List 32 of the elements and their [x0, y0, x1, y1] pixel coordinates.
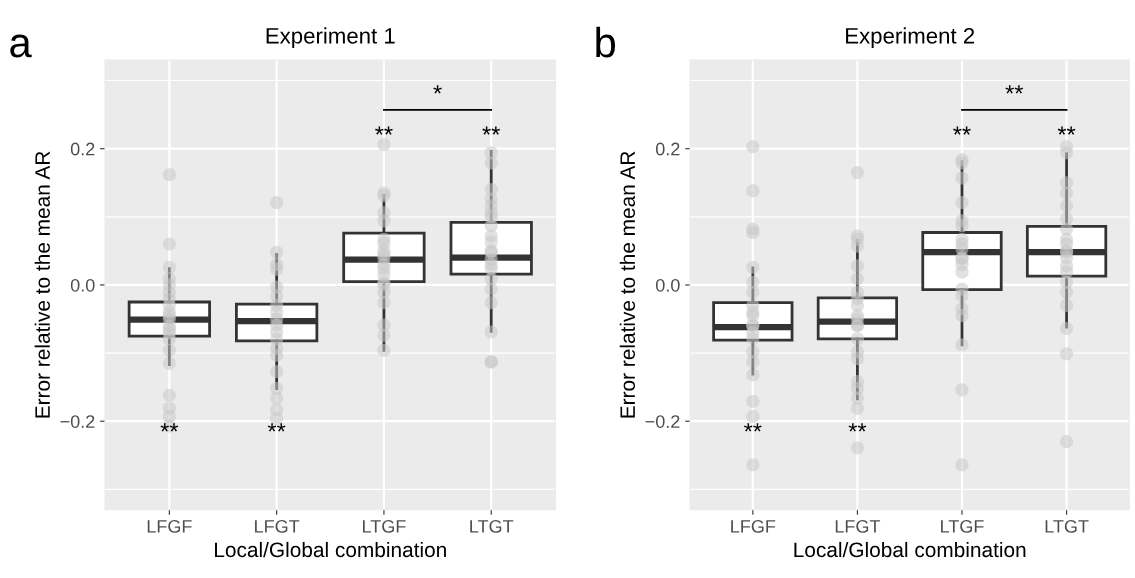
text: a [10, 34, 32, 58]
annotation: ** [267, 423, 286, 432]
chart-title: Experiment 2 [846, 27, 975, 49]
text: b [596, 26, 616, 58]
annotation: ** [953, 126, 971, 135]
y-axis-title: Error relative to the mean AR [34, 151, 50, 418]
x-axis-title: Local/Global combination [794, 541, 1026, 558]
chart-title: Experiment 1 [266, 27, 395, 49]
annotation: ** [1005, 85, 1024, 94]
x-tick-label: LTGF [363, 519, 406, 533]
x-tick-label: LFGF [147, 519, 192, 533]
annotation: * [433, 85, 442, 94]
x-axis-title: Local/Global combination [215, 541, 446, 558]
y-tick-label: −0.2 [645, 415, 680, 428]
x-tick-label: LTGF [941, 519, 984, 533]
y-tick-label: 0.2 [70, 142, 95, 156]
y-tick-label: 0.2 [655, 142, 680, 156]
annotation: ** [482, 126, 501, 135]
annotation: ** [848, 423, 867, 432]
y-tick-label: 0.0 [655, 278, 680, 292]
annotation: ** [1057, 126, 1076, 135]
y-tick-label: 0.0 [70, 278, 95, 292]
y-axis-title: Error relative to the mean AR [619, 151, 636, 418]
x-tick-label: LFGT [835, 519, 881, 533]
x-tick-label: LTGT [470, 519, 514, 533]
y-tick-label: −0.2 [60, 415, 95, 428]
annotation: ** [160, 423, 179, 432]
x-tick-label: LFGT [255, 519, 300, 533]
x-tick-label: LFGF [731, 519, 776, 533]
annotation: ** [375, 126, 393, 135]
annotation: ** [744, 423, 762, 432]
x-tick-label: LTGT [1045, 519, 1089, 533]
